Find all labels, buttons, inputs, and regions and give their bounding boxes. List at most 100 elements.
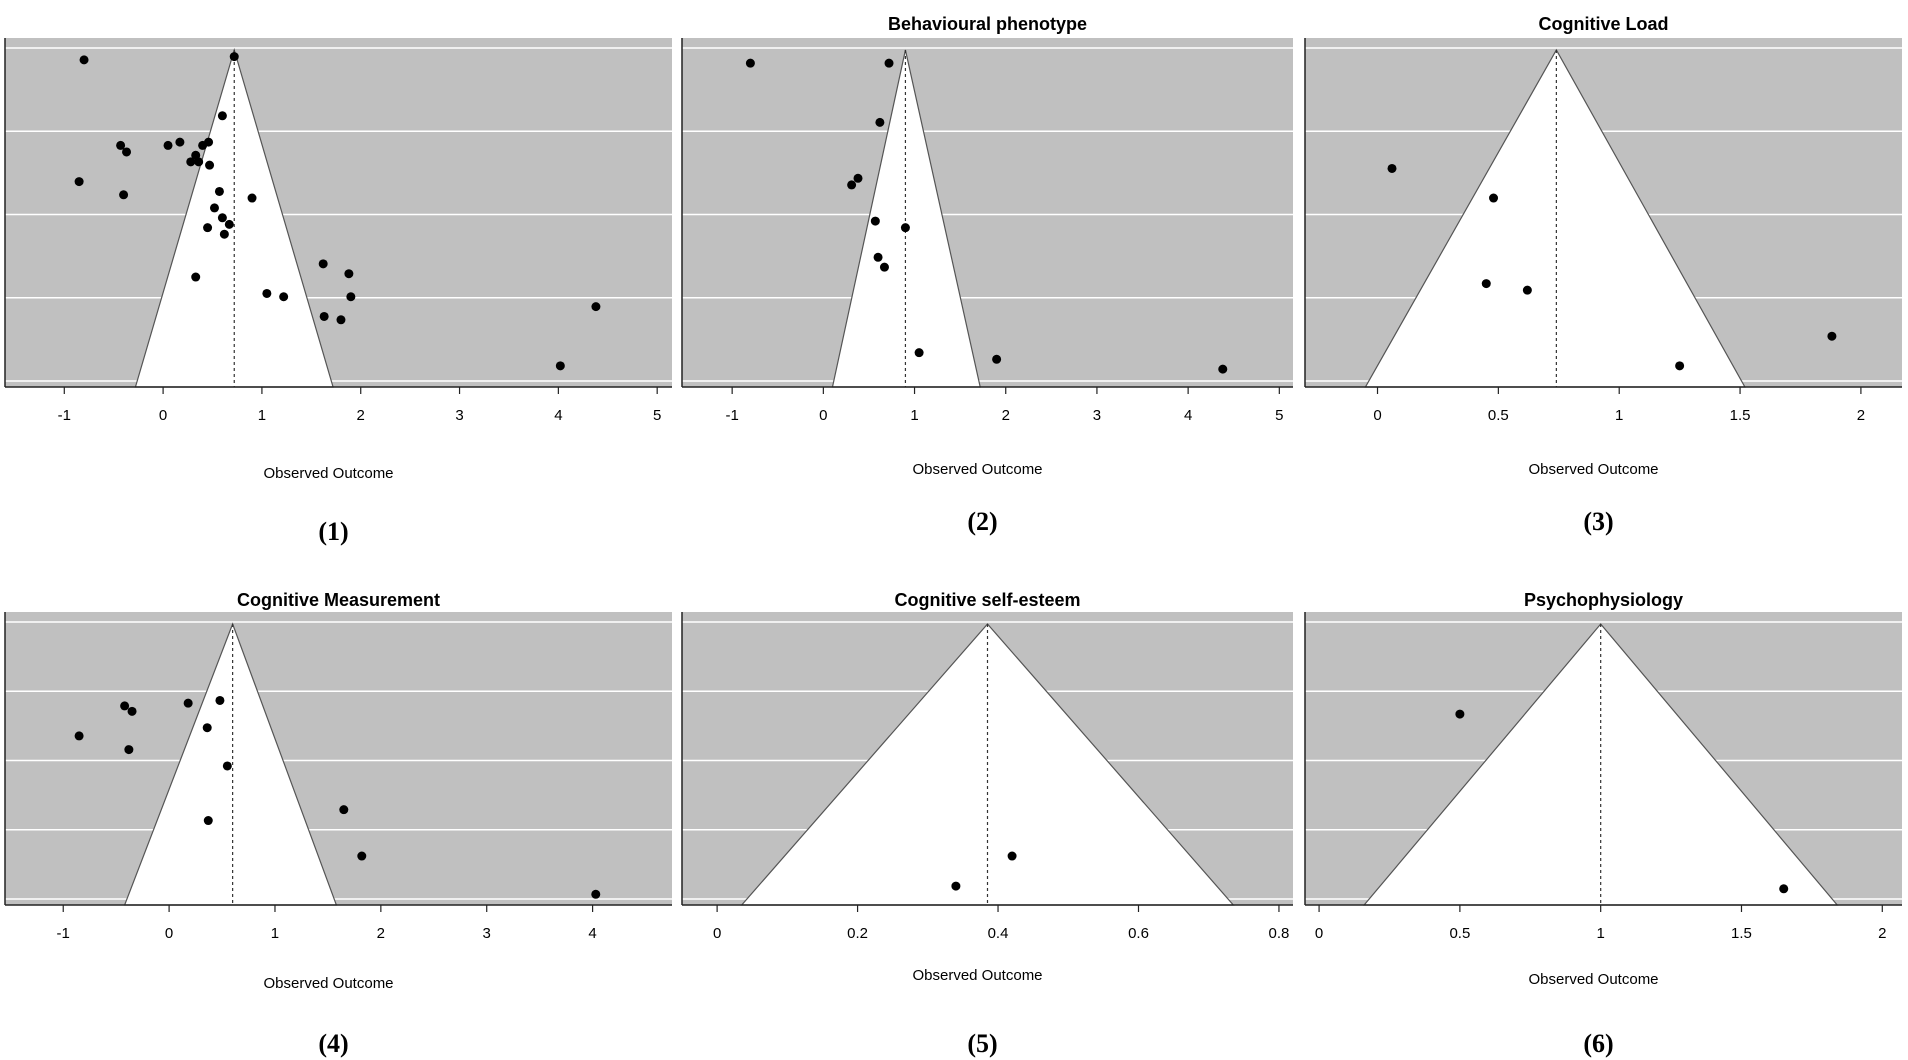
x-tick-label: 4 xyxy=(588,925,596,942)
data-point xyxy=(186,157,196,167)
data-point xyxy=(215,695,225,705)
data-point xyxy=(205,160,215,170)
x-tick-label: 2 xyxy=(377,925,385,942)
data-point xyxy=(120,701,130,711)
data-point xyxy=(222,761,232,771)
data-point xyxy=(344,269,354,279)
plot-background xyxy=(682,38,1293,387)
data-point xyxy=(262,288,272,298)
x-tick-label: 0.8 xyxy=(1269,925,1290,942)
data-point xyxy=(1522,285,1532,295)
data-point xyxy=(203,816,213,826)
x-tick-label: 1 xyxy=(258,407,266,424)
data-point xyxy=(247,193,257,203)
funnel-panel-6: 0 0.5 1 1.5 2 Psychophysiology Observed Outcom… xyxy=(1304,590,1902,1058)
data-point xyxy=(1455,709,1465,719)
x-tick-label: 4 xyxy=(1184,407,1192,424)
data-point xyxy=(992,354,1002,364)
data-point xyxy=(318,259,328,269)
funnel-panel-3: 0 0.5 1 1.5 2 Cognitive Load Observed Outcome (… xyxy=(1304,14,1902,536)
x-tick-label: 1 xyxy=(1597,925,1605,942)
x-tick-label: 1 xyxy=(1615,407,1623,424)
data-point xyxy=(884,58,894,68)
panel-caption: (5) xyxy=(967,1029,997,1058)
data-point xyxy=(219,229,229,239)
funnel-panel-5: 0 0.2 0.4 0.6 0.8 Cognitive self-esteem Observ… xyxy=(681,590,1293,1058)
data-point xyxy=(1387,163,1397,173)
data-point xyxy=(202,723,212,733)
data-point xyxy=(163,140,173,150)
x-axis-label: Observed Outcome xyxy=(263,465,393,482)
data-point xyxy=(122,147,132,157)
plot-background xyxy=(5,612,672,905)
x-tick-label: -1 xyxy=(58,407,71,424)
x-tick-label: 5 xyxy=(1275,407,1283,424)
data-point xyxy=(203,223,213,233)
data-point xyxy=(1779,884,1789,894)
data-point xyxy=(745,58,755,68)
panel-title: Cognitive Load xyxy=(1539,14,1669,34)
data-point xyxy=(914,348,924,358)
x-tick-label: 1.5 xyxy=(1731,925,1752,942)
x-tick-label: 2 xyxy=(357,407,365,424)
x-tick-label: 0.4 xyxy=(988,925,1009,942)
panel-caption: (4) xyxy=(318,1029,348,1058)
data-point xyxy=(900,223,910,233)
x-tick-label: 0 xyxy=(713,925,721,942)
data-point xyxy=(191,272,201,282)
x-tick-label: 3 xyxy=(455,407,463,424)
data-point xyxy=(1481,279,1491,289)
funnel-panel-4: -1 0 1 2 3 4 Cognitive Measurement Observed Out… xyxy=(4,590,672,1058)
data-point xyxy=(229,52,239,62)
data-point xyxy=(879,262,889,272)
x-tick-label: 0.5 xyxy=(1449,925,1470,942)
x-axis-label: Observed Outcome xyxy=(912,461,1042,478)
data-point xyxy=(336,315,346,325)
funnel-panel-2: -1 0 1 2 3 4 5 Behavioural phenotype Observed Ou… xyxy=(681,14,1293,536)
x-axis-label: Observed Outcome xyxy=(263,975,393,992)
x-tick-label: 0 xyxy=(159,407,167,424)
data-point xyxy=(555,361,565,371)
data-point xyxy=(1218,364,1228,374)
data-point xyxy=(339,805,349,815)
x-tick-label: 0.6 xyxy=(1128,925,1149,942)
data-point xyxy=(1489,193,1499,203)
x-tick-label: 5 xyxy=(653,407,661,424)
panel-caption: (3) xyxy=(1583,507,1613,536)
data-point xyxy=(175,137,185,147)
data-point xyxy=(119,190,129,200)
plot-background xyxy=(5,38,672,387)
panel-caption: (6) xyxy=(1583,1029,1613,1058)
data-point xyxy=(217,213,227,223)
x-tick-label: 0 xyxy=(165,925,173,942)
x-axis-label: Observed Outcome xyxy=(912,967,1042,984)
data-point xyxy=(194,157,204,167)
data-point xyxy=(279,292,289,302)
x-tick-label: 4 xyxy=(554,407,562,424)
x-axis-label: Observed Outcome xyxy=(1528,971,1658,988)
data-point xyxy=(79,55,89,65)
data-point xyxy=(74,731,84,741)
data-point xyxy=(591,302,601,312)
data-point xyxy=(1007,851,1017,861)
data-point xyxy=(870,216,880,226)
data-point xyxy=(346,292,356,302)
data-point xyxy=(116,140,126,150)
x-tick-label: 2 xyxy=(1002,407,1010,424)
funnel-panel-1: -1 0 1 2 3 4 5 Observed Outcome (1) xyxy=(4,38,672,546)
x-tick-label: 3 xyxy=(1093,407,1101,424)
data-point xyxy=(1675,361,1685,371)
panel-title: Behavioural phenotype xyxy=(888,14,1087,34)
x-tick-label: -1 xyxy=(57,925,70,942)
x-tick-label: 0.5 xyxy=(1488,407,1509,424)
data-point xyxy=(847,180,857,190)
x-axis-label: Observed Outcome xyxy=(1528,461,1658,478)
data-point xyxy=(357,851,367,861)
data-point xyxy=(951,881,961,891)
data-point xyxy=(319,311,329,321)
x-tick-label: 0 xyxy=(819,407,827,424)
x-tick-label: -1 xyxy=(725,407,738,424)
x-tick-label: 0 xyxy=(1373,407,1381,424)
panel-title: Psychophysiology xyxy=(1524,590,1683,610)
